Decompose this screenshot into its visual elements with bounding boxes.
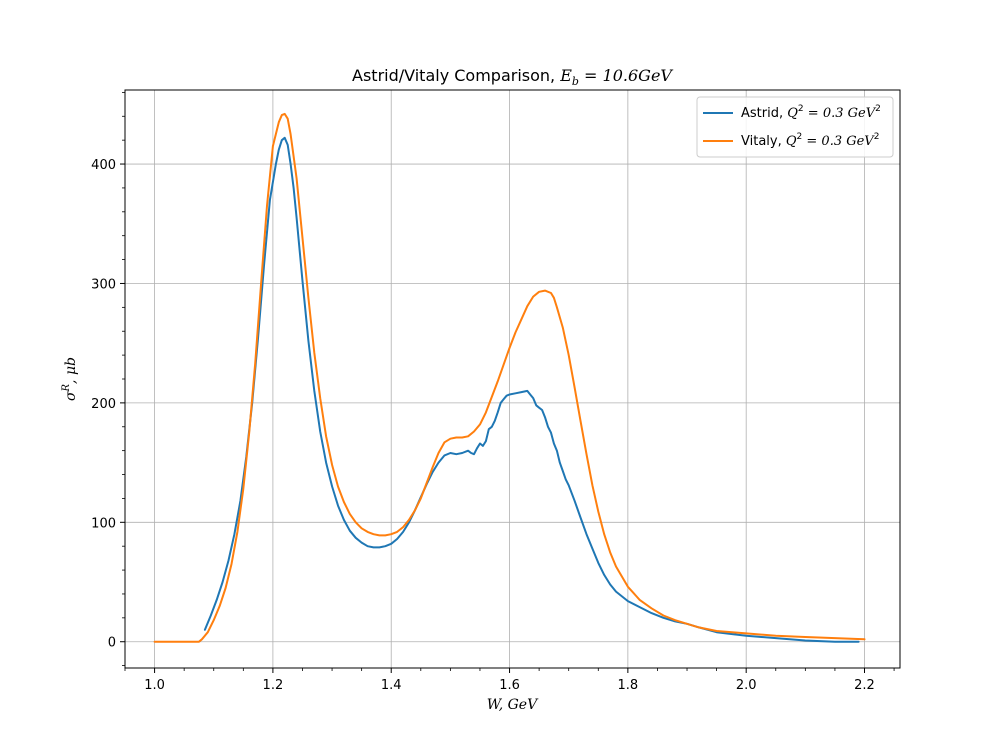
x-tick-label: 2.2: [854, 678, 875, 693]
x-tick-label: 2.0: [736, 678, 757, 693]
legend-box: [696, 96, 894, 158]
y-tick-label: 100: [91, 516, 116, 531]
legend-label-vitaly: Vitaly, Q2 = 0.3 GeV2: [741, 132, 879, 149]
y-tick-label: 0: [108, 636, 116, 651]
y-tick-label: 200: [91, 397, 116, 412]
chart-title: Astrid/Vitaly Comparison, Eb = 10.6GeV: [352, 66, 673, 88]
x-tick-label: 1.0: [144, 678, 165, 693]
x-tick-label: 1.4: [381, 678, 402, 693]
x-tick-label: 1.8: [618, 678, 639, 693]
x-axis-label: W, GeV: [487, 697, 539, 713]
series-lines: [153, 112, 866, 643]
x-tick-label: 1.6: [499, 678, 520, 693]
axis-ticks: 1.0 1.2 1.4 1.6 1.8 2.0 2.2 0 100 200 300 400: [91, 91, 895, 693]
y-tick-label: 300: [91, 277, 116, 292]
series-line-vitaly: [153, 112, 866, 643]
y-tick-label: 400: [91, 158, 116, 173]
grid: [125, 90, 900, 668]
legend: Astrid, Q2 = 0.3 GeV2 Vitaly, Q2 = 0.3 G…: [696, 96, 894, 158]
x-tick-label: 1.2: [263, 678, 284, 693]
legend-label-astrid: Astrid, Q2 = 0.3 GeV2: [741, 104, 881, 121]
series-line-astrid: [203, 136, 860, 643]
y-axis-label: σR, μb: [61, 357, 79, 401]
